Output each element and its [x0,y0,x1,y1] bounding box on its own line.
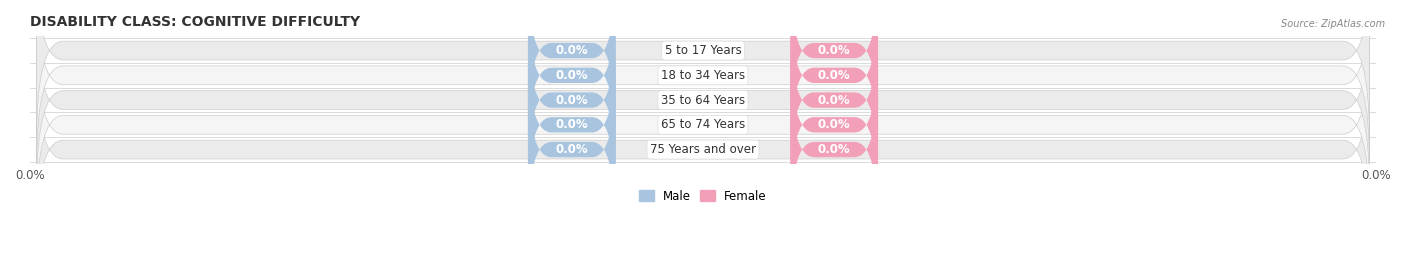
FancyBboxPatch shape [37,35,1369,214]
Text: 0.0%: 0.0% [818,143,851,156]
FancyBboxPatch shape [790,46,877,204]
Text: 0.0%: 0.0% [555,94,588,107]
FancyBboxPatch shape [790,0,877,129]
Text: 0.0%: 0.0% [818,118,851,131]
FancyBboxPatch shape [790,70,877,229]
Legend: Male, Female: Male, Female [634,185,772,207]
Text: DISABILITY CLASS: COGNITIVE DIFFICULTY: DISABILITY CLASS: COGNITIVE DIFFICULTY [30,15,360,29]
Text: 0.0%: 0.0% [818,69,851,82]
Text: Source: ZipAtlas.com: Source: ZipAtlas.com [1281,19,1385,29]
FancyBboxPatch shape [529,0,616,129]
FancyBboxPatch shape [529,46,616,204]
Text: 0.0%: 0.0% [555,118,588,131]
FancyBboxPatch shape [529,70,616,229]
Text: 75 Years and over: 75 Years and over [650,143,756,156]
Text: 0.0%: 0.0% [818,94,851,107]
Text: 0.0%: 0.0% [818,44,851,57]
Text: 5 to 17 Years: 5 to 17 Years [665,44,741,57]
FancyBboxPatch shape [790,0,877,154]
FancyBboxPatch shape [529,21,616,179]
Text: 0.0%: 0.0% [555,143,588,156]
FancyBboxPatch shape [37,0,1369,165]
FancyBboxPatch shape [37,60,1369,239]
Text: 18 to 34 Years: 18 to 34 Years [661,69,745,82]
FancyBboxPatch shape [37,10,1369,190]
FancyBboxPatch shape [790,21,877,179]
Text: 0.0%: 0.0% [555,44,588,57]
FancyBboxPatch shape [37,0,1369,140]
FancyBboxPatch shape [529,0,616,154]
Text: 35 to 64 Years: 35 to 64 Years [661,94,745,107]
Text: 65 to 74 Years: 65 to 74 Years [661,118,745,131]
Text: 0.0%: 0.0% [555,69,588,82]
